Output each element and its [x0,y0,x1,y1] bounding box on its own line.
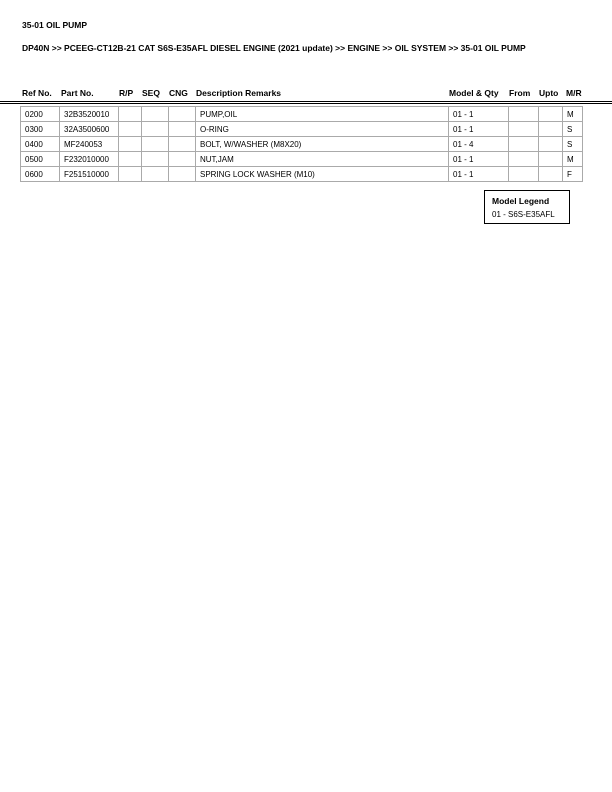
cell-rp [118,136,142,152]
cell-part-no: 32B3520010 [59,106,119,122]
column-header-cng: CNG [169,88,188,98]
header-divider [0,101,612,104]
table-row: 0500 F232010000 NUT,JAM 01 - 1 M [20,151,583,167]
cell-cng [168,166,196,182]
cell-model-qty: 01 - 1 [448,151,509,167]
model-legend: Model Legend 01 - S6S-E35AFL [484,190,570,224]
cell-ref-no: 0500 [20,151,60,167]
cell-model-qty: 01 - 1 [448,166,509,182]
cell-from [508,136,539,152]
cell-description: O-RING [195,121,449,137]
cell-model-qty: 01 - 4 [448,136,509,152]
cell-mr: S [562,136,583,152]
column-header-rp: R/P [119,88,134,98]
column-header-seq: SEQ [142,88,160,98]
cell-ref-no: 0200 [20,106,60,122]
cell-seq [141,106,169,122]
cell-part-no: F232010000 [59,151,119,167]
legend-title: Model Legend [492,196,550,206]
cell-upto [538,106,563,122]
cell-rp [118,106,142,122]
cell-from [508,166,539,182]
cell-upto [538,121,563,137]
table-row: 0300 32A3500600 O-RING 01 - 1 S [20,121,583,137]
cell-ref-no: 0300 [20,121,60,137]
column-header-model-qty: Model & Qty [449,88,499,98]
cell-model-qty: 01 - 1 [448,106,509,122]
table-row: 0200 32B3520010 PUMP,OIL 01 - 1 M [20,106,583,122]
cell-from [508,151,539,167]
cell-rp [118,166,142,182]
cell-part-no: F251510000 [59,166,119,182]
cell-cng [168,106,196,122]
cell-description: BOLT, W/WASHER (M8X20) [195,136,449,152]
cell-upto [538,166,563,182]
column-header-upto: Upto [539,88,559,98]
cell-description: PUMP,OIL [195,106,449,122]
column-header-part-no: Part No. [61,88,94,98]
cell-from [508,121,539,137]
cell-description: NUT,JAM [195,151,449,167]
cell-mr: M [562,106,583,122]
page-title: 35-01 OIL PUMP [22,20,88,30]
cell-description: SPRING LOCK WASHER (M10) [195,166,449,182]
cell-mr: F [562,166,583,182]
cell-ref-no: 0600 [20,166,60,182]
cell-model-qty: 01 - 1 [448,121,509,137]
cell-seq [141,136,169,152]
cell-ref-no: 0400 [20,136,60,152]
column-header-from: From [509,88,531,98]
cell-part-no: MF240053 [59,136,119,152]
legend-entry: 01 - S6S-E35AFL [492,210,555,219]
column-header-ref-no: Ref No. [22,88,52,98]
cell-seq [141,151,169,167]
breadcrumb: DP40N >> PCEEG-CT12B-21 CAT S6S-E35AFL D… [22,43,526,53]
cell-rp [118,121,142,137]
column-header-mr: M/R [566,88,582,98]
cell-upto [538,136,563,152]
table-row: 0400 MF240053 BOLT, W/WASHER (M8X20) 01 - 4… [20,136,583,152]
cell-cng [168,136,196,152]
table-row: 0600 F251510000 SPRING LOCK WASHER (M10) 01… [20,166,583,182]
cell-seq [141,121,169,137]
cell-mr: M [562,151,583,167]
cell-rp [118,151,142,167]
column-header-description: Description Remarks [196,88,282,98]
cell-cng [168,121,196,137]
cell-mr: S [562,121,583,137]
cell-part-no: 32A3500600 [59,121,119,137]
cell-cng [168,151,196,167]
cell-upto [538,151,563,167]
cell-from [508,106,539,122]
parts-table: 0200 32B3520010 PUMP,OIL 01 - 1 M 0300 32A3500… [20,106,583,182]
cell-seq [141,166,169,182]
